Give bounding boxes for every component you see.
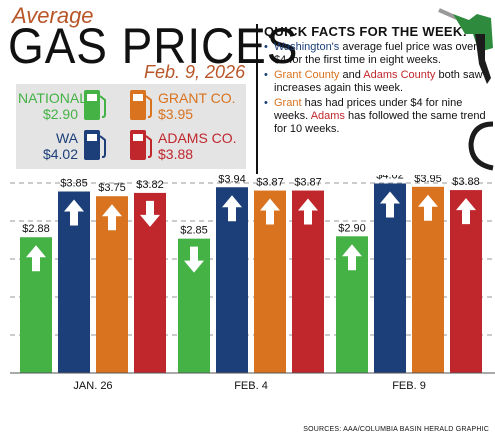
date-label: Feb. 9, 2026 (144, 62, 246, 82)
bar-value-label: $2.90 (338, 222, 366, 234)
bar-value-label: $3.75 (98, 182, 126, 194)
legend-box: NATIONAL $2.90 GRANT CO. $3.95 WA $4.02 … (16, 84, 246, 169)
arrow-up-icon (456, 198, 476, 225)
legend-wa-price: $4.02 (42, 146, 78, 162)
facts-list: Washington's average fuel price was over… (264, 41, 489, 138)
legend-national: NATIONAL $2.90 (18, 90, 87, 122)
x-tick-label: JAN. 26 (73, 380, 112, 392)
gas-pump-icon (130, 130, 152, 160)
fact-highlight: Adams County (363, 69, 436, 81)
bar-value-label: $2.88 (22, 223, 50, 235)
arrow-up-icon (260, 198, 280, 225)
arrow-up-icon (64, 199, 84, 226)
x-tick-label: FEB. 4 (234, 380, 268, 392)
bar-value-label: $3.85 (60, 178, 88, 190)
legend-grant-price: $3.95 (158, 106, 194, 122)
bar-value-label: $2.85 (180, 225, 208, 237)
title-small: Average (12, 3, 94, 28)
fact-highlight: Washington's (274, 41, 340, 53)
fact-text: average fuel price was over $4 for the f… (274, 41, 477, 66)
fact-text: and (339, 69, 364, 81)
x-tick-label: FEB. 9 (392, 380, 426, 392)
main-title: GAS PRICES (8, 18, 299, 74)
arrow-up-icon (418, 194, 438, 221)
legend-national-name: NATIONAL (18, 90, 87, 106)
fact-item: Washington's average fuel price was over… (264, 41, 489, 67)
bar-value-label: $3.88 (452, 176, 480, 188)
fact-item: Grant County and Adams County both saw i… (264, 69, 489, 95)
fuel-nozzle-icon (438, 8, 494, 171)
arrow-up-icon (342, 244, 362, 271)
fact-text: has had prices under $4 for nine weeks. (274, 97, 463, 122)
arrow-up-icon (26, 245, 46, 272)
bar-value-label: $3.94 (218, 175, 246, 185)
legend-adams-price: $3.88 (158, 146, 194, 162)
gas-pump-icon (84, 90, 106, 120)
legend-grant: GRANT CO. $3.95 (158, 90, 244, 122)
legend-wa: WA $4.02 (18, 130, 78, 162)
fact-highlight: Grant (274, 97, 302, 109)
fact-highlight: Adams (310, 110, 345, 122)
legend-wa-name: WA (55, 130, 78, 146)
bar-chart: $2.88 $3.85 $3.75 $3.82 JAN. 26 $2.85 $3.94 $3.… (10, 175, 495, 392)
arrow-down-icon (184, 246, 204, 273)
bar-value-label: $3.87 (294, 177, 322, 189)
arrow-down-icon (140, 200, 160, 227)
fact-text: both saw increases again this week. (274, 69, 483, 94)
fact-item: Grant has had prices under $4 for nine w… (264, 97, 489, 136)
arrow-up-icon (222, 195, 242, 222)
fact-text: has followed the same trend for 10 weeks… (274, 110, 486, 135)
arrow-up-icon (380, 191, 400, 218)
bar-value-label: $3.82 (136, 179, 164, 191)
bar-value-label: $3.87 (256, 177, 284, 189)
legend-adams: ADAMS CO. $3.88 (158, 130, 244, 162)
facts-title: QUICK FACTS FOR THE WEEK: (264, 24, 468, 39)
legend-adams-name: ADAMS CO. (158, 130, 237, 146)
arrow-up-icon (102, 204, 122, 231)
arrow-up-icon (298, 198, 318, 225)
bar-value-label: $4.02 (376, 175, 404, 181)
source-note: SOURCES: AAA/COLUMBIA BASIN HERALD GRAPH… (303, 426, 489, 433)
fact-highlight: Grant County (274, 69, 340, 81)
legend-grant-name: GRANT CO. (158, 90, 236, 106)
gas-pump-icon (84, 130, 106, 160)
vertical-divider (256, 24, 258, 174)
bar-value-label: $3.95 (414, 175, 442, 185)
gas-pump-icon (130, 90, 152, 120)
legend-national-price: $2.90 (42, 106, 78, 122)
